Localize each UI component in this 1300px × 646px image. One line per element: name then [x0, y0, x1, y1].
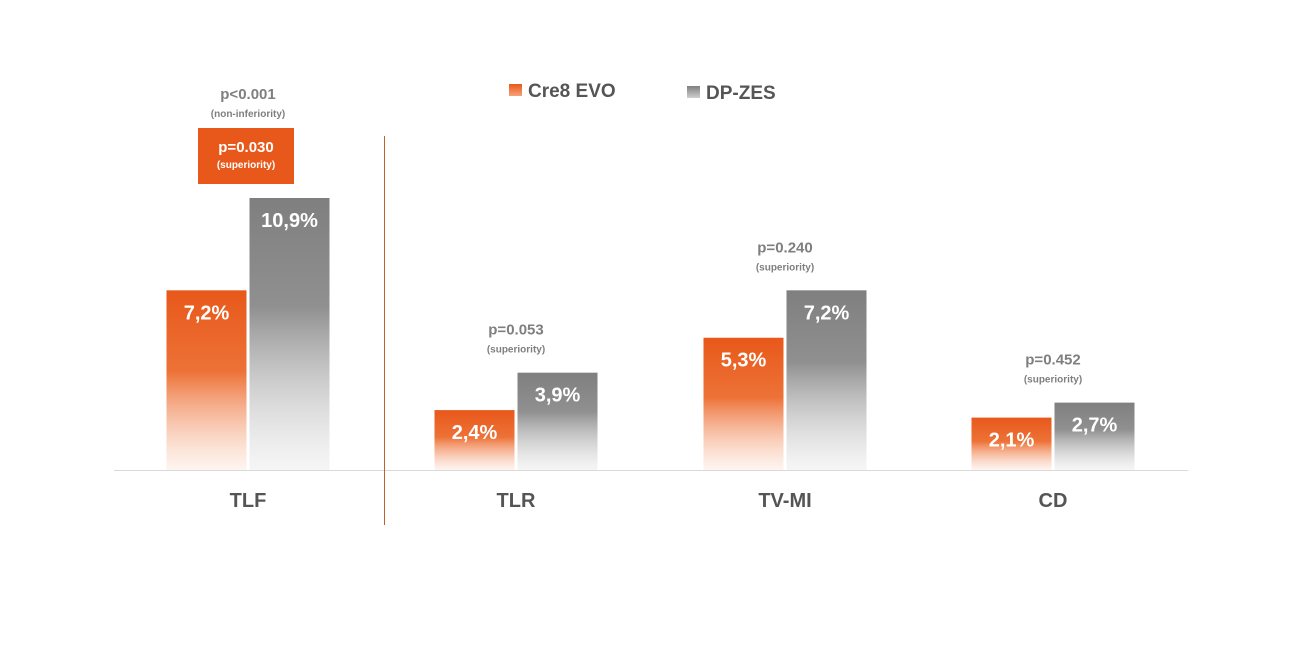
legend: Cre8 EVO DP-ZES: [509, 81, 776, 104]
p-value-annotation-tlr-0: p=0.053 (superiority): [487, 322, 545, 356]
bar-value-label-cre8-evo-tv-mi: 5,3%: [721, 350, 767, 372]
p-value-annotation-tlf-1: p=0.030 (superiority): [198, 128, 294, 184]
p-value-test-type: (superiority): [487, 345, 545, 356]
annotations-group: p<0.001 (non-inferiority) p=0.030 (superior…: [198, 86, 1082, 386]
bar-cre8-evo-tv-mi: [703, 337, 784, 470]
p-value-annotation-cd-0: p=0.452 (superiority): [1024, 352, 1082, 386]
p-value-annotation-tlf-0: p<0.001 (non-inferiority): [211, 86, 285, 120]
bar-value-label-dp-zes-tlr: 3,9%: [535, 385, 581, 407]
legend-swatch-dp-zes: [687, 86, 700, 98]
bar-cre8-evo-tlf: [166, 290, 247, 470]
p-value-highlight-box: [198, 128, 294, 184]
legend-swatch-cre8-evo: [509, 84, 522, 96]
p-value-text: p=0.240: [757, 239, 812, 256]
bar-value-label-cre8-evo-tlf: 7,2%: [184, 302, 230, 324]
p-value-test-type: (non-inferiority): [211, 109, 285, 120]
bar-value-label-cre8-evo-cd: 2,1%: [989, 430, 1035, 452]
legend-label-cre8-evo: Cre8 EVO: [528, 81, 616, 102]
p-value-text: p<0.001: [220, 86, 275, 103]
bar-dp-zes-tlr: [517, 372, 598, 470]
category-label-tlf: TLF: [230, 490, 267, 512]
category-label-cd: CD: [1039, 490, 1068, 512]
category-labels-group: TLF TLR TV-MI CD: [230, 490, 1068, 512]
bar-dp-zes-tlf: [249, 198, 330, 470]
p-value-text: p=0.053: [488, 322, 543, 339]
legend-label-dp-zes: DP-ZES: [706, 83, 776, 104]
category-label-tv-mi: TV-MI: [758, 490, 811, 512]
bar-value-label-dp-zes-tv-mi: 7,2%: [804, 302, 850, 324]
bar-value-label-dp-zes-tlf: 10,9%: [261, 210, 318, 232]
p-value-test-type: (superiority): [217, 160, 275, 171]
p-value-annotation-tv-mi-0: p=0.240 (superiority): [756, 239, 814, 273]
category-label-tlr: TLR: [497, 490, 536, 512]
bars-group: 7,2% 10,9% 2,4% 3,9% 5,3% 7,2% 2,1% 2,7%: [166, 198, 1135, 470]
bar-cre8-evo-cd: [971, 417, 1052, 470]
bar-cre8-evo-tlr: [434, 410, 515, 470]
bar-dp-zes-tv-mi: [786, 290, 867, 470]
bar-dp-zes-cd: [1054, 402, 1135, 470]
bar-value-label-dp-zes-cd: 2,7%: [1072, 415, 1118, 437]
p-value-text: p=0.030: [218, 139, 273, 156]
bar-value-label-cre8-evo-tlr: 2,4%: [452, 422, 498, 444]
p-value-test-type: (superiority): [756, 262, 814, 273]
p-value-test-type: (superiority): [1024, 375, 1082, 386]
p-value-text: p=0.452: [1025, 352, 1080, 369]
